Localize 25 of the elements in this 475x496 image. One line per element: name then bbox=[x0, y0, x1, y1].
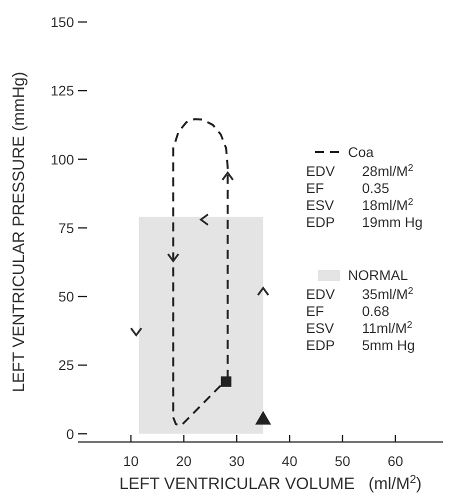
y-tick-label: 75 bbox=[58, 220, 74, 236]
text: EF 0.35 bbox=[306, 180, 390, 196]
y-tick-label: 50 bbox=[58, 288, 74, 305]
y-axis-title: LEFT VENTRICULAR PRESSURE (mmHg) bbox=[10, 72, 28, 392]
x-tick-label: 20 bbox=[176, 453, 192, 469]
text: EDV 35ml/M$^{2}$ bbox=[306, 286, 414, 302]
y-tick-label: 150 bbox=[50, 14, 74, 30]
text: EF 0.68 bbox=[306, 303, 390, 319]
x-tick-label: 30 bbox=[228, 453, 245, 469]
y-tick-label: 125 bbox=[50, 82, 74, 99]
x-tick-label: 40 bbox=[282, 453, 298, 469]
y-tick-label: 0 bbox=[66, 426, 74, 442]
legend-label: Coa bbox=[348, 144, 374, 160]
text: EDP 19mm Hg bbox=[306, 214, 423, 230]
text: EDV 28ml/M$^{2}$ bbox=[306, 162, 414, 179]
text: EDP 5mm Hg bbox=[306, 337, 415, 353]
x-tick-label: 60 bbox=[388, 453, 404, 469]
y-tick-label: 25 bbox=[58, 357, 74, 374]
legend-label: NORMAL bbox=[348, 267, 408, 283]
x-tick-label: 10 bbox=[123, 453, 139, 469]
x-tick-label: 50 bbox=[334, 453, 350, 469]
y-tick-label: 100 bbox=[50, 151, 74, 168]
text: ESV 11ml/M$^{2}$ bbox=[306, 320, 412, 336]
x-axis-title: LEFT VENTRICULAR VOLUME (ml/M$^{2}$) bbox=[119, 474, 422, 493]
text: ESV 18ml/M$^{2}$ bbox=[306, 196, 414, 213]
